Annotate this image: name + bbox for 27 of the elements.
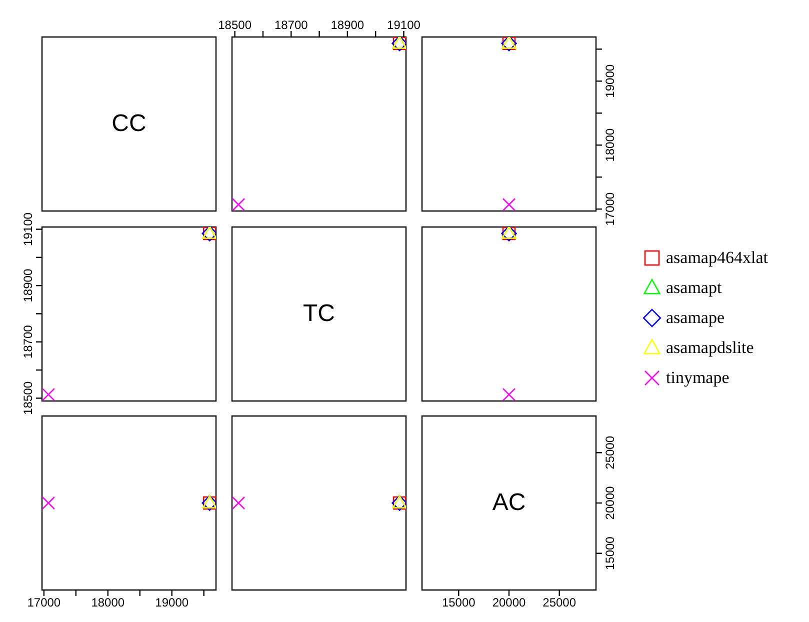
x-tick-label: 20000 (492, 596, 526, 610)
x-tick-label: 18000 (91, 596, 125, 610)
y-tick-label: 20000 (603, 486, 617, 520)
legend-label: asamapdslite (666, 338, 754, 358)
text: CC (42, 37, 216, 211)
text: AC (422, 416, 596, 590)
y-tick-label: 18900 (21, 268, 35, 302)
y-tick-label: 19100 (21, 212, 35, 246)
legend-label: tinymape (666, 368, 730, 388)
legend-label: asamape (666, 308, 725, 328)
legend-label: asamapt (666, 278, 722, 298)
legend-label: asamap464xlat (666, 248, 768, 268)
x-tick-label: 18500 (218, 18, 252, 32)
x-tick-label: 19100 (387, 18, 421, 32)
y-tick-label: 15000 (603, 536, 617, 570)
x-tick-label: 18700 (274, 18, 308, 32)
x-tick-label: 15000 (442, 596, 476, 610)
y-tick-label: 18000 (603, 128, 617, 162)
y-tick-label: 17000 (603, 192, 617, 226)
x-tick-label: 25000 (542, 596, 576, 610)
text: TC (232, 227, 406, 401)
y-tick-label: 18700 (21, 324, 35, 359)
x-tick-label: 19000 (155, 596, 189, 610)
y-tick-label: 19000 (603, 64, 617, 98)
y-tick-label: 25000 (603, 436, 617, 470)
y-tick-label: 18500 (21, 381, 35, 415)
x-tick-label: 18900 (330, 18, 364, 32)
